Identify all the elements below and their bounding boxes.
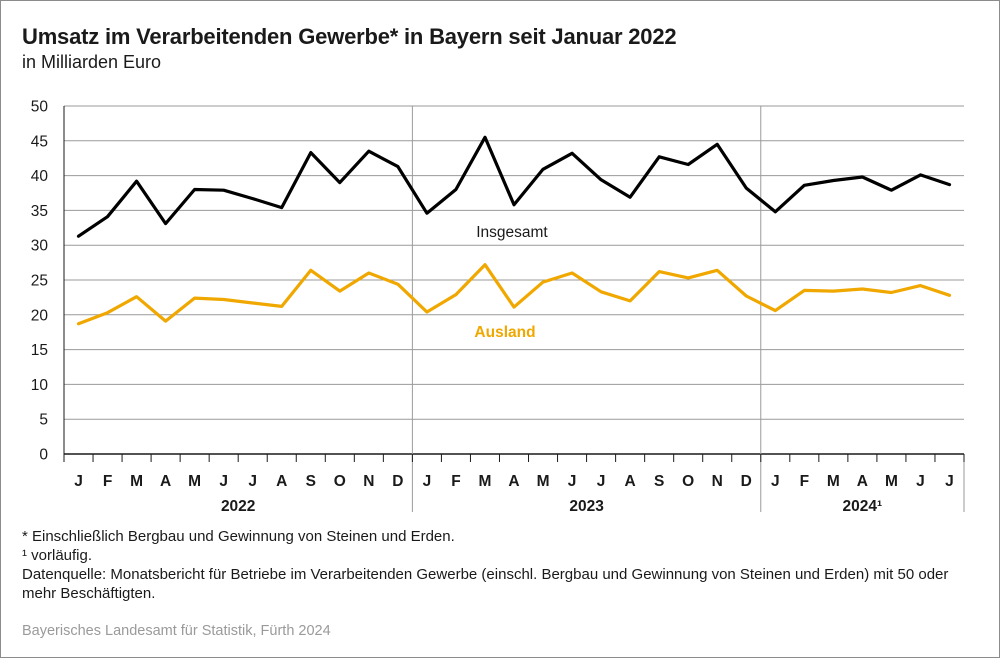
y-tick-label: 10 (31, 377, 49, 394)
x-tick-label: O (682, 473, 694, 490)
year-label: 2024¹ (843, 498, 883, 515)
x-tick-label: D (392, 473, 403, 490)
y-tick-label: 25 (31, 273, 48, 290)
series-label-ausland: Ausland (474, 324, 535, 341)
x-tick-label: D (741, 473, 752, 490)
x-tick-label: M (827, 473, 840, 490)
x-tick-label: A (625, 473, 636, 490)
x-tick-label: N (712, 473, 723, 490)
x-tick-label: J (74, 473, 83, 490)
y-tick-label: 30 (31, 238, 49, 255)
x-tick-label: J (597, 473, 606, 490)
x-tick-label: A (160, 473, 171, 490)
footnote-source: Datenquelle: Monatsbericht für Betriebe … (22, 566, 949, 602)
chart-title: Umsatz im Verarbeitenden Gewerbe* in Bay… (22, 24, 677, 49)
year-label: 2022 (221, 498, 255, 515)
x-tick-label: A (857, 473, 868, 490)
x-tick-label: N (363, 473, 374, 490)
x-tick-label: J (568, 473, 577, 490)
x-tick-label: J (219, 473, 228, 490)
x-tick-label: A (276, 473, 287, 490)
x-tick-label: J (248, 473, 257, 490)
x-tick-label: A (508, 473, 519, 490)
x-tick-label: J (945, 473, 954, 490)
x-tick-label: J (423, 473, 432, 490)
x-tick-label: M (885, 473, 898, 490)
x-tick-label: M (479, 473, 492, 490)
x-tick-label: J (916, 473, 925, 490)
y-tick-label: 0 (39, 447, 48, 464)
y-tick-label: 20 (31, 307, 49, 324)
x-tick-label: M (188, 473, 201, 490)
y-tick-label: 5 (39, 412, 48, 429)
x-tick-label: M (537, 473, 550, 490)
series-line-insgesamt (76, 135, 952, 238)
chart-subtitle: in Milliarden Euro (22, 52, 162, 72)
footnote-preliminary: ¹ vorläufig. (22, 547, 93, 564)
y-tick-label: 40 (31, 168, 49, 185)
y-tick-label: 15 (31, 342, 48, 359)
series-line-ausland (76, 263, 952, 326)
x-tick-label: J (771, 473, 780, 490)
x-tick-label: F (800, 473, 809, 490)
y-tick-label: 50 (31, 99, 49, 116)
year-label: 2023 (569, 498, 604, 515)
y-tick-label: 45 (31, 133, 48, 150)
series-label-insgesamt: Insgesamt (476, 224, 548, 241)
x-tick-label: S (306, 473, 316, 490)
x-tick-label: M (130, 473, 143, 490)
y-tick-label: 35 (31, 203, 48, 220)
footnotes: * Einschließlich Bergbau und Gewinnung v… (22, 527, 972, 603)
x-tick-label: F (451, 473, 460, 490)
footnote-asterisk: * Einschließlich Bergbau und Gewinnung v… (22, 528, 455, 545)
x-tick-label: S (654, 473, 664, 490)
x-tick-label: F (103, 473, 112, 490)
x-tick-label: O (334, 473, 346, 490)
credit-line: Bayerisches Landesamt für Statistik, Für… (22, 623, 331, 639)
